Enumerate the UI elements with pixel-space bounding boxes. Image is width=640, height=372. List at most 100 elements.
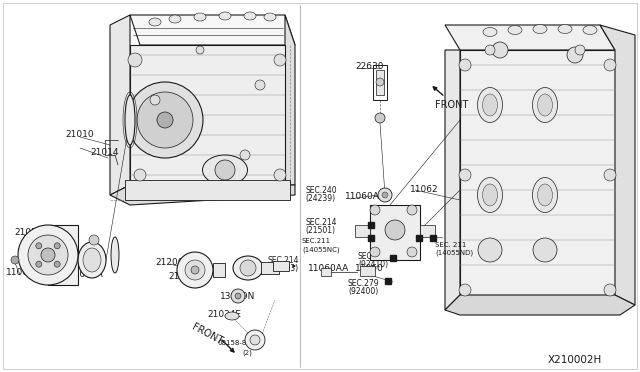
Polygon shape: [368, 222, 374, 228]
Polygon shape: [130, 15, 295, 45]
Polygon shape: [390, 255, 396, 261]
Circle shape: [274, 169, 286, 181]
Circle shape: [231, 289, 245, 303]
Circle shape: [604, 169, 616, 181]
Text: X210002H: X210002H: [548, 355, 602, 365]
Text: SEC.278: SEC.278: [358, 252, 390, 261]
Text: SEC.214: SEC.214: [305, 218, 337, 227]
Circle shape: [41, 248, 55, 262]
Polygon shape: [285, 15, 295, 185]
Text: 11060AA: 11060AA: [308, 264, 349, 273]
Circle shape: [150, 95, 160, 105]
Bar: [360, 266, 375, 276]
Polygon shape: [368, 235, 374, 241]
Circle shape: [185, 260, 205, 280]
Ellipse shape: [219, 12, 231, 20]
Ellipse shape: [532, 177, 557, 212]
Ellipse shape: [111, 237, 119, 273]
Text: 22630: 22630: [355, 62, 383, 71]
Ellipse shape: [194, 13, 206, 21]
Circle shape: [157, 112, 173, 128]
Ellipse shape: [483, 184, 497, 206]
Bar: [261, 262, 279, 274]
Circle shape: [459, 59, 471, 71]
Polygon shape: [445, 50, 460, 310]
Text: 21200: 21200: [155, 258, 184, 267]
Text: SEC.240: SEC.240: [305, 186, 337, 195]
Text: (2): (2): [242, 349, 252, 356]
Circle shape: [478, 238, 502, 262]
Bar: [273, 261, 289, 271]
Ellipse shape: [264, 13, 276, 21]
Ellipse shape: [538, 94, 552, 116]
Ellipse shape: [149, 18, 161, 26]
Polygon shape: [600, 25, 635, 305]
Text: FRONT: FRONT: [435, 100, 468, 110]
Circle shape: [240, 150, 250, 160]
Circle shape: [459, 169, 471, 181]
Circle shape: [240, 260, 256, 276]
Text: 21049M: 21049M: [168, 272, 204, 281]
Circle shape: [485, 45, 495, 55]
Text: (21501): (21501): [305, 226, 335, 235]
Circle shape: [567, 47, 583, 63]
Circle shape: [533, 238, 557, 262]
Circle shape: [378, 188, 392, 202]
Circle shape: [376, 78, 384, 86]
Circle shape: [128, 53, 142, 67]
Circle shape: [255, 80, 265, 90]
Ellipse shape: [483, 28, 497, 36]
Bar: [355, 225, 370, 237]
Text: 13049N: 13049N: [220, 292, 255, 301]
Circle shape: [89, 235, 99, 245]
Bar: [125, 180, 290, 200]
Ellipse shape: [233, 256, 263, 280]
Polygon shape: [130, 45, 285, 185]
Circle shape: [604, 59, 616, 71]
Circle shape: [382, 192, 388, 198]
Circle shape: [215, 160, 235, 180]
Text: 08158-8301F: 08158-8301F: [218, 340, 265, 346]
Polygon shape: [445, 25, 615, 50]
Circle shape: [18, 225, 78, 285]
Bar: [213, 263, 225, 277]
Circle shape: [370, 247, 380, 257]
Circle shape: [250, 335, 260, 345]
Circle shape: [196, 46, 204, 54]
Text: 21051: 21051: [14, 228, 43, 237]
Ellipse shape: [83, 248, 101, 272]
Ellipse shape: [538, 184, 552, 206]
Text: FRONT: FRONT: [190, 322, 225, 346]
Circle shape: [36, 261, 42, 267]
Circle shape: [385, 220, 405, 240]
Circle shape: [134, 169, 146, 181]
Ellipse shape: [78, 242, 106, 278]
Text: 21010: 21010: [65, 130, 93, 139]
Bar: [48, 225, 78, 285]
Text: 21014: 21014: [90, 148, 118, 157]
Circle shape: [245, 330, 265, 350]
Bar: [373, 65, 387, 100]
Bar: [376, 70, 384, 95]
Circle shape: [54, 261, 60, 267]
Circle shape: [54, 243, 60, 249]
Polygon shape: [445, 295, 635, 315]
Ellipse shape: [533, 25, 547, 33]
Polygon shape: [110, 185, 295, 205]
Text: 11060A: 11060A: [345, 192, 380, 201]
Text: (24239): (24239): [305, 194, 335, 203]
Circle shape: [575, 45, 585, 55]
Ellipse shape: [125, 95, 135, 145]
Text: (14055ND): (14055ND): [435, 250, 473, 257]
Text: SEC.279: SEC.279: [348, 279, 380, 288]
Circle shape: [137, 92, 193, 148]
Circle shape: [604, 284, 616, 296]
Circle shape: [459, 284, 471, 296]
Circle shape: [492, 42, 508, 58]
Text: SEC.211: SEC.211: [302, 238, 331, 244]
Text: 21024E: 21024E: [207, 310, 241, 319]
Bar: [420, 225, 435, 237]
Ellipse shape: [477, 87, 502, 122]
Polygon shape: [385, 278, 391, 284]
Ellipse shape: [483, 94, 497, 116]
